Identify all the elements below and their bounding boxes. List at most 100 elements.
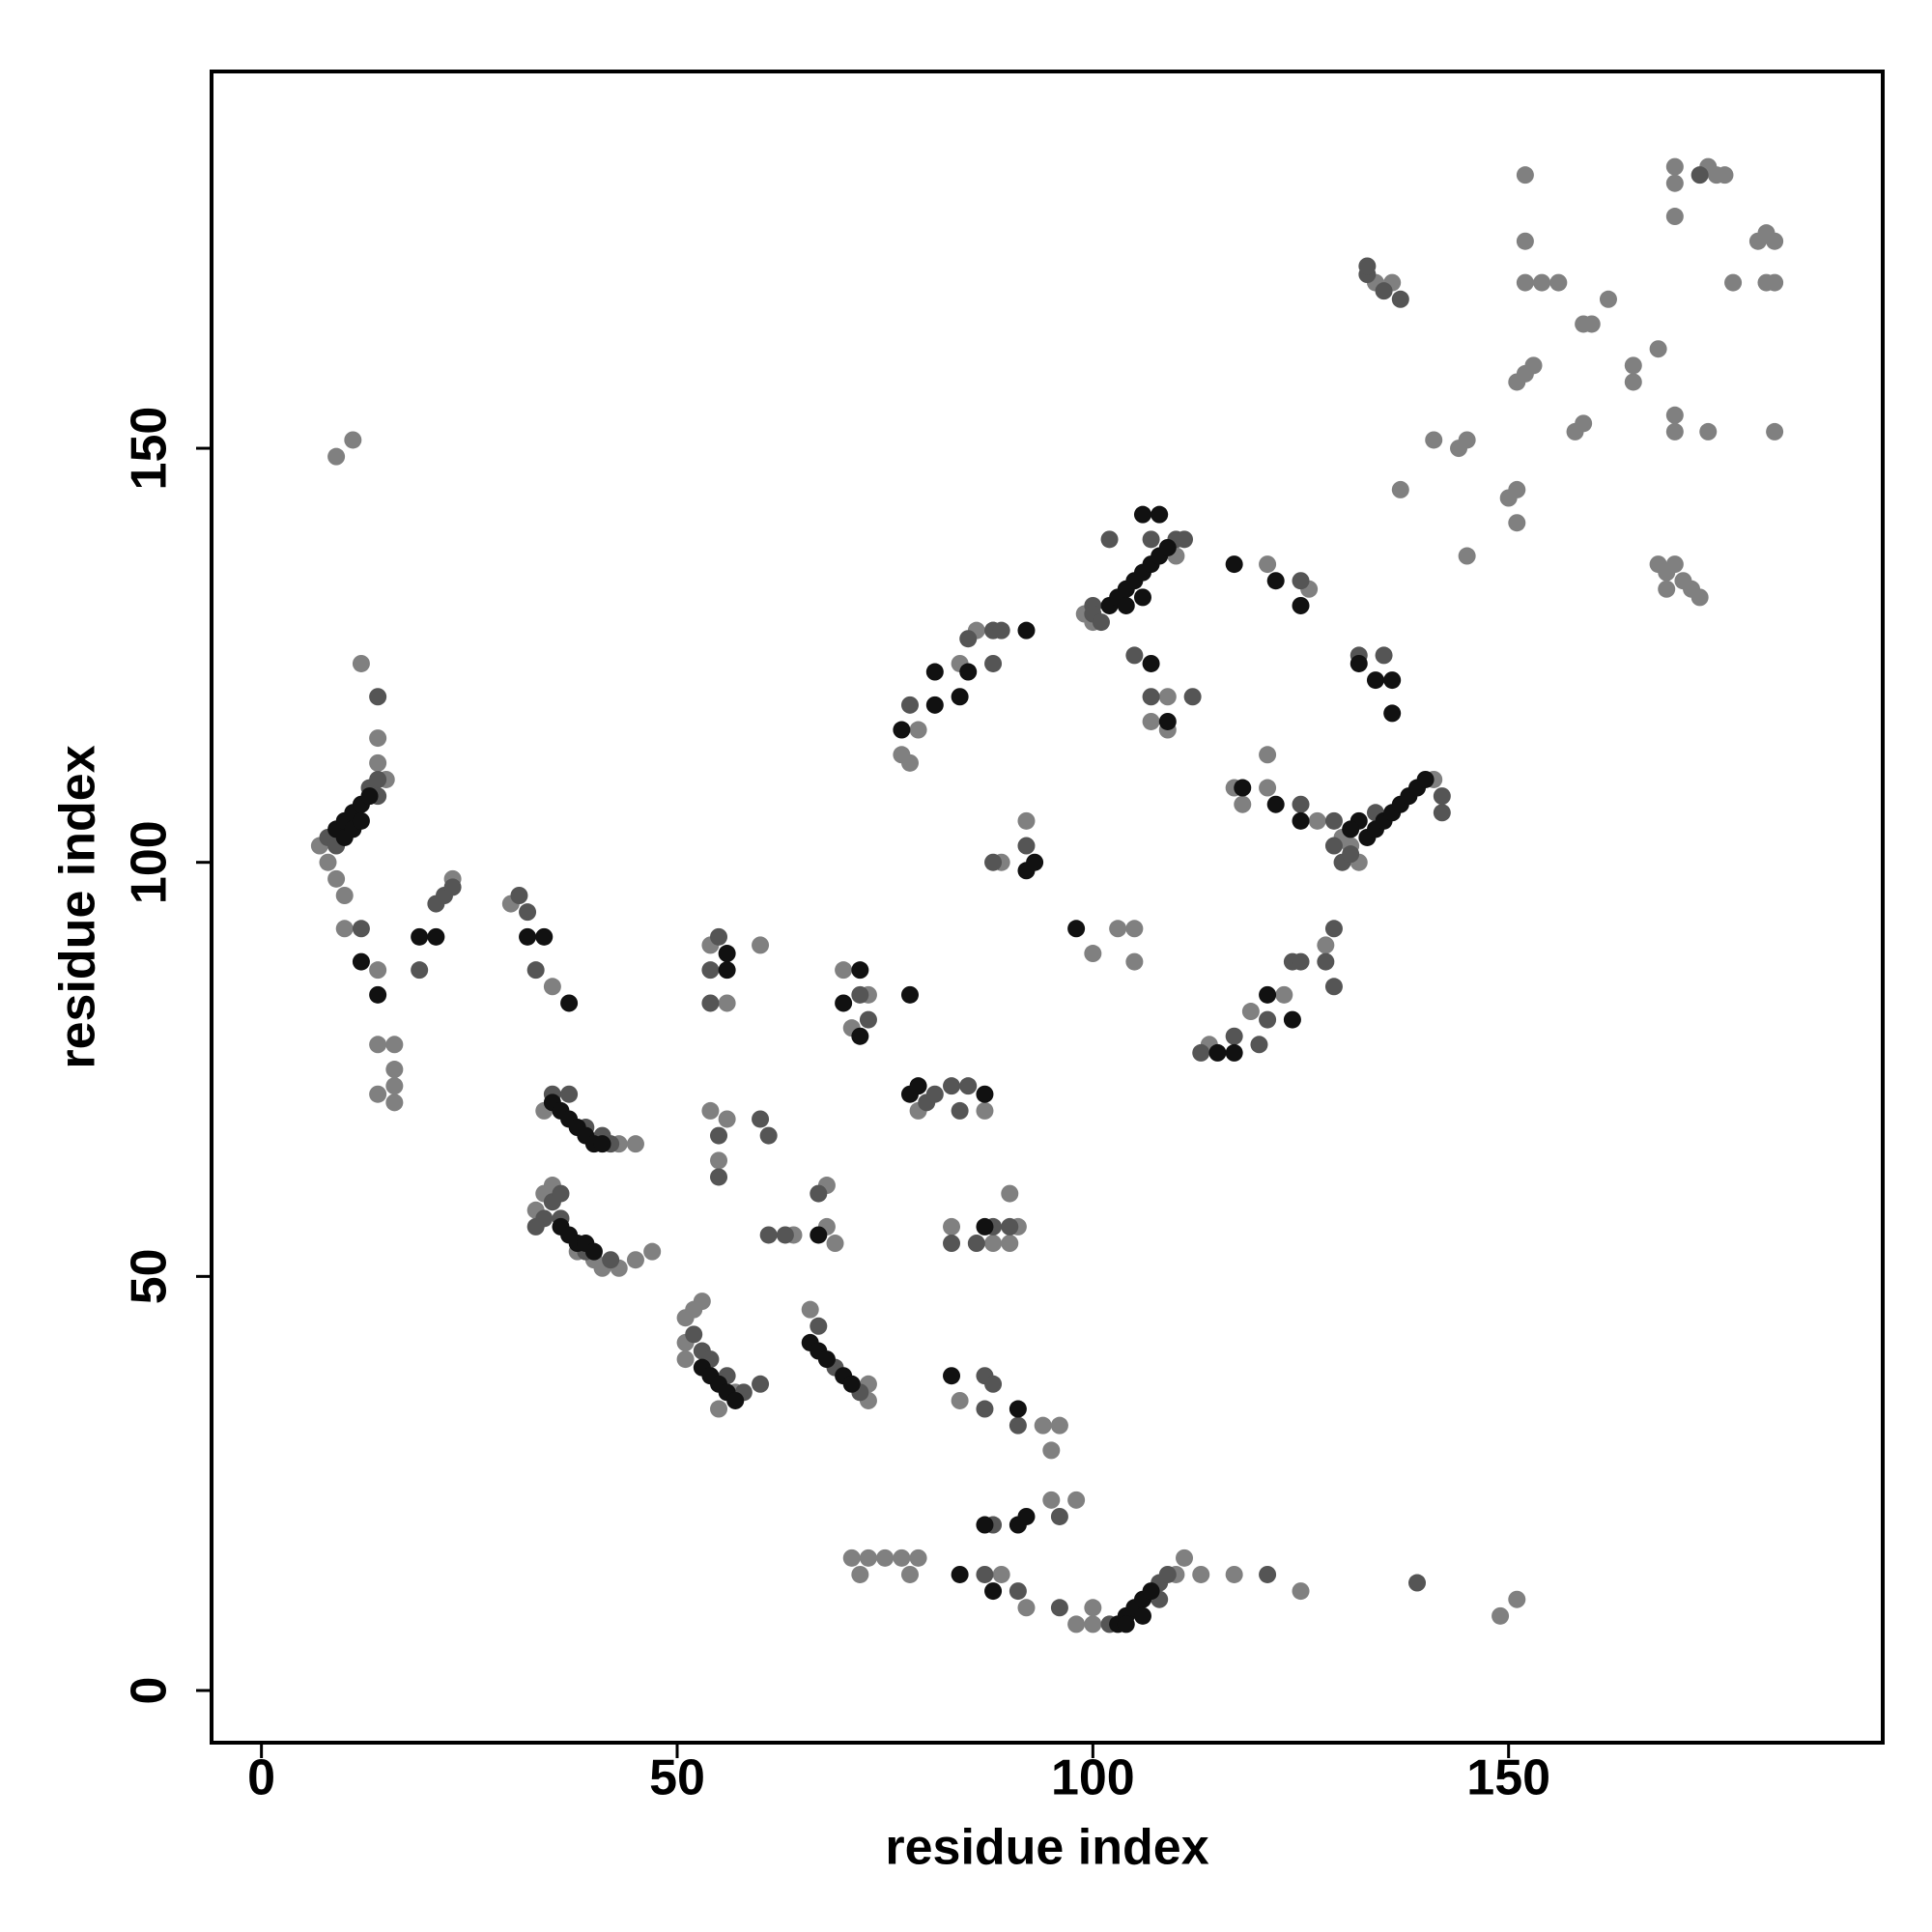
point [1176,530,1194,549]
point [1234,779,1252,797]
point [626,1135,644,1153]
x-tick-label: 100 [1051,1750,1135,1806]
point [1001,1217,1019,1236]
point [900,753,919,772]
x-tick-label: 150 [1466,1750,1550,1806]
point [1766,273,1784,292]
point [1342,845,1360,864]
y-tick-label: 0 [122,1677,178,1705]
point [369,753,387,772]
point [1259,1565,1277,1583]
point [584,1242,603,1261]
point [1192,1565,1210,1583]
point [1508,514,1526,532]
point [1366,671,1384,690]
point [859,1010,877,1029]
point [1308,811,1326,830]
point [1142,654,1160,672]
point [385,1077,404,1095]
point [1259,1010,1277,1029]
point [1225,555,1243,574]
point [1017,837,1036,855]
point [1292,572,1310,590]
point [826,1235,844,1253]
point [1690,166,1709,185]
point [1324,837,1343,855]
point [943,1235,961,1253]
point [1133,1606,1151,1625]
point [752,936,770,954]
point [817,1350,836,1369]
point [344,431,362,449]
point [951,1101,969,1120]
point [925,696,944,714]
point [701,1101,720,1120]
point [1259,555,1277,574]
point [876,1548,895,1567]
point [1158,1565,1177,1583]
point [810,1317,828,1335]
point [1034,1416,1052,1435]
point [1084,1615,1102,1634]
point [369,770,387,788]
point [1050,1507,1068,1525]
point [593,1135,611,1153]
point [759,1226,778,1244]
point [925,663,944,681]
point [352,920,370,938]
point [519,927,537,946]
point [1342,820,1360,838]
point [1690,588,1709,607]
point [1383,671,1402,690]
point [710,927,728,946]
point [1317,936,1335,954]
point [893,721,911,739]
point [1516,232,1534,250]
point [992,621,1010,639]
point [1665,406,1684,424]
point [1665,555,1684,574]
point [959,1077,978,1095]
point [1524,356,1543,375]
point [726,1391,745,1409]
point [1317,952,1335,971]
point [519,903,537,922]
x-tick-label: 0 [247,1750,275,1806]
point [710,1400,728,1418]
point [1383,704,1402,723]
point [1375,646,1393,665]
point [851,1027,869,1045]
point [1067,1491,1086,1509]
point [1176,1548,1194,1567]
point [335,920,354,938]
point [1158,688,1177,706]
point [626,1251,644,1269]
point [543,978,561,996]
point [951,688,969,706]
point [1516,273,1534,292]
point [1042,1491,1061,1509]
point [759,1126,778,1145]
point [909,721,927,739]
point [984,1375,1003,1393]
y-axis-label: residue index [50,745,106,1068]
y-tick-label: 150 [122,407,178,491]
point [951,1391,969,1409]
point [976,1101,994,1120]
point [1142,712,1160,730]
point [1375,282,1393,300]
point [1266,572,1285,590]
point [1266,795,1285,813]
point [1458,431,1476,449]
point [951,1565,969,1583]
point [1665,174,1684,192]
point [1092,613,1110,632]
point [1125,920,1144,938]
point [909,1548,927,1567]
point [1142,530,1160,549]
point [718,945,736,963]
point [1292,1582,1310,1601]
point [1117,596,1135,614]
point [1275,985,1293,1004]
